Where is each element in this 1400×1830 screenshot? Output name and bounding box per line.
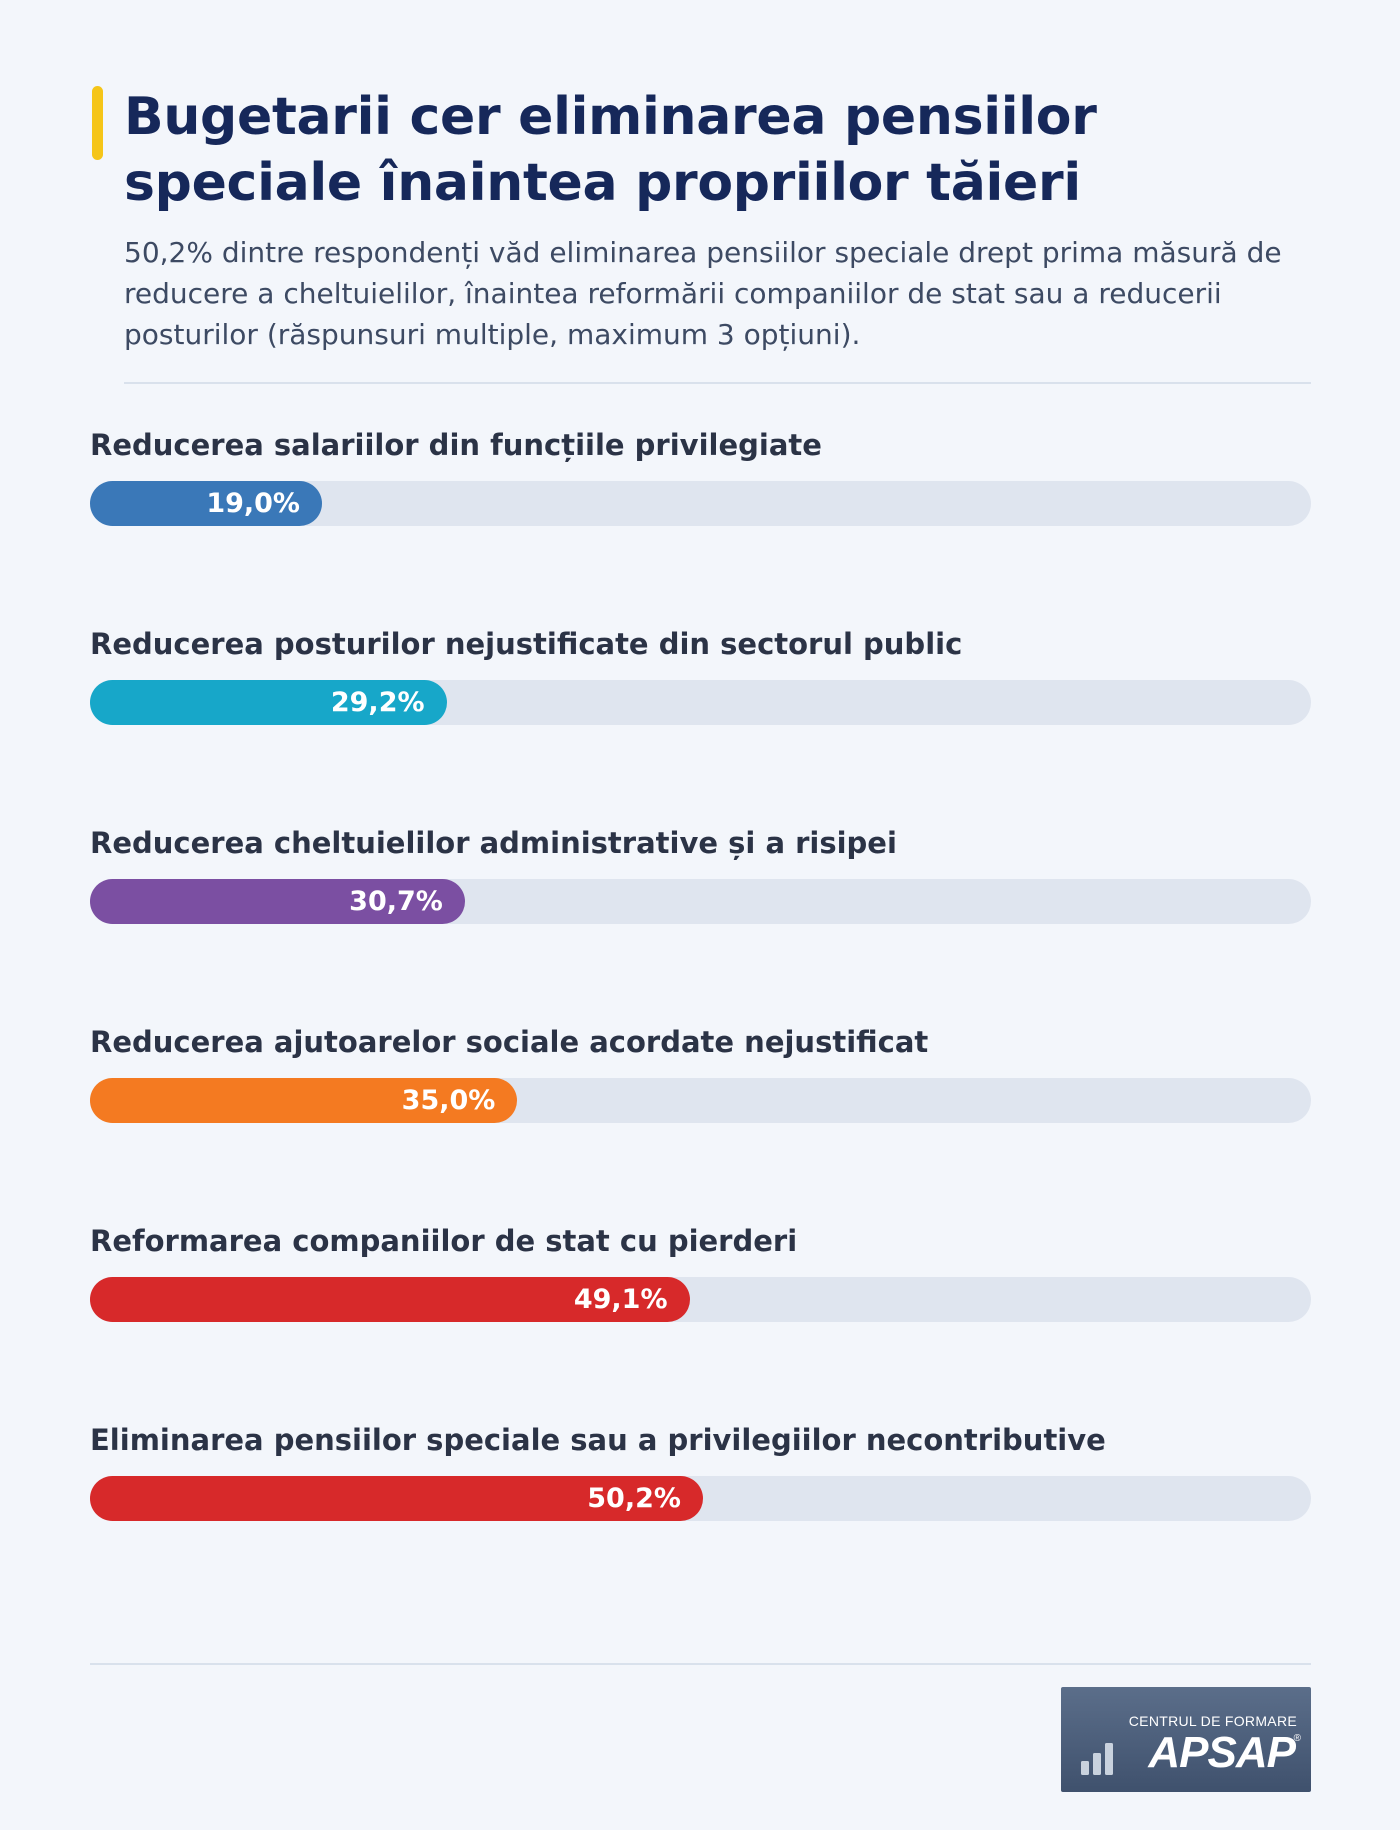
title-accent-bar (92, 86, 103, 160)
bar-value-label: 19,0% (206, 488, 300, 519)
logo-registered-mark: ® (1293, 1733, 1301, 1744)
bar-value-label: 50,2% (587, 1483, 681, 1514)
bar-track: 49,1% (90, 1277, 1311, 1322)
bar-fill: 19,0% (90, 481, 322, 526)
logo-subtitle: CENTRUL DE FORMARE (1128, 1713, 1297, 1729)
bar-chart-icon (1081, 1743, 1113, 1775)
bar-label: Reformarea companiilor de stat cu pierde… (90, 1224, 798, 1258)
bar-row: Reducerea cheltuielilor administrative ș… (90, 823, 1311, 933)
bar-row: Reformarea companiilor de stat cu pierde… (90, 1221, 1311, 1331)
bar-label: Eliminarea pensiilor speciale sau a priv… (90, 1423, 1106, 1457)
bar-track: 19,0% (90, 481, 1311, 526)
bar-track: 29,2% (90, 680, 1311, 725)
bar-fill: 29,2% (90, 680, 447, 725)
bar-value-label: 29,2% (330, 687, 425, 718)
bar-value-label: 30,7% (349, 886, 443, 917)
apsap-logo: CENTRUL DE FORMARE APSAP ® (1061, 1687, 1311, 1792)
bar-row: Eliminarea pensiilor speciale sau a priv… (90, 1420, 1311, 1530)
bar-fill: 30,7% (90, 879, 465, 924)
bar-label: Reducerea salariilor din funcțiile privi… (90, 428, 822, 462)
bar-track: 35,0% (90, 1078, 1311, 1123)
logo-name: APSAP (1148, 1728, 1296, 1777)
top-divider (124, 382, 1311, 384)
bar-row: Reducerea ajutoarelor sociale acordate n… (90, 1022, 1311, 1132)
bar-label: Reducerea ajutoarelor sociale acordate n… (90, 1025, 929, 1059)
bar-row: Reducerea salariilor din funcțiile privi… (90, 425, 1311, 535)
bar-fill: 50,2% (90, 1476, 703, 1521)
bar-fill: 35,0% (90, 1078, 518, 1123)
bar-value-label: 49,1% (573, 1284, 668, 1315)
bar-fill: 49,1% (90, 1277, 690, 1322)
bottom-divider (90, 1663, 1311, 1665)
bar-label: Reducerea cheltuielilor administrative ș… (90, 826, 897, 860)
bar-label: Reducerea posturilor nejustificate din s… (90, 627, 963, 661)
page-subtitle: 50,2% dintre respondenți văd eliminarea … (124, 236, 1282, 351)
page-title: Bugetarii cer eliminarea pensiilor speci… (124, 87, 1097, 213)
bar-track: 50,2% (90, 1476, 1311, 1521)
bar-track: 30,7% (90, 879, 1311, 924)
bar-row: Reducerea posturilor nejustificate din s… (90, 624, 1311, 734)
bar-value-label: 35,0% (401, 1085, 496, 1116)
